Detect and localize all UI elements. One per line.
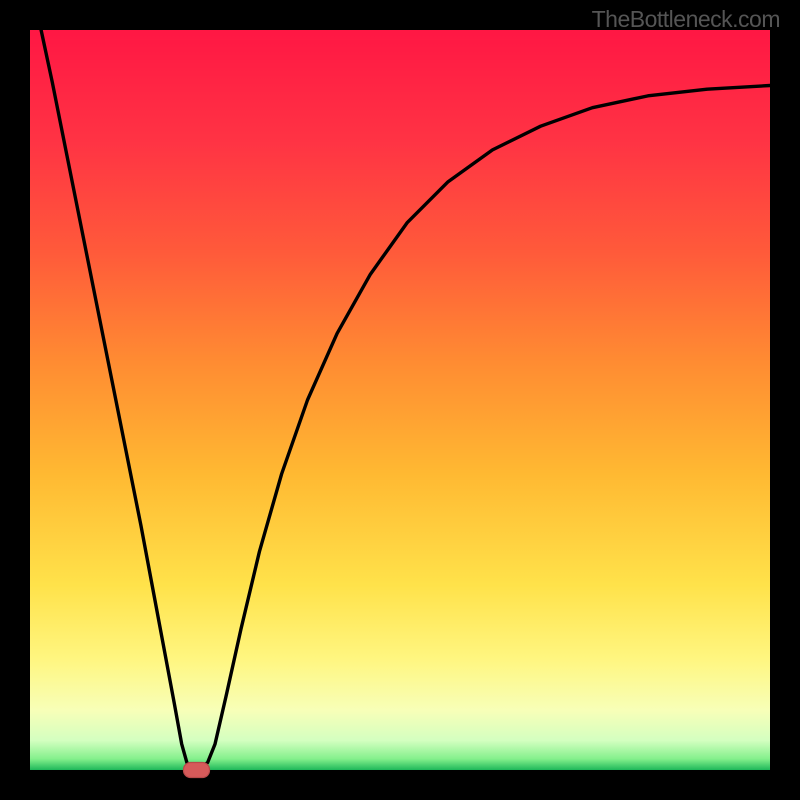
optimum-marker: [184, 763, 210, 778]
chart-container: TheBottleneck.com: [0, 0, 800, 800]
chart-svg: [0, 0, 800, 800]
plot-background-gradient: [30, 30, 770, 770]
watermark-text: TheBottleneck.com: [592, 6, 780, 33]
